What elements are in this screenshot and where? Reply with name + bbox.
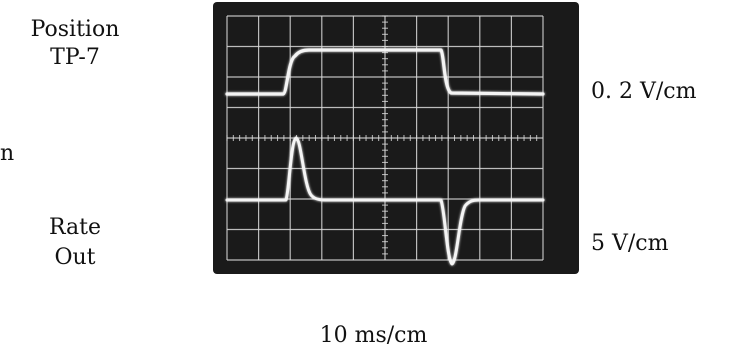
- graticule-grid: [226, 15, 544, 261]
- top-trace-name-line1: Position: [30, 17, 120, 42]
- top-trace-name-line2: TP-7: [50, 45, 100, 70]
- time-scale: 10 ms/cm: [319, 323, 428, 348]
- oscilloscope-screen: [213, 2, 579, 274]
- bottom-trace-scale: 5 V/cm: [591, 231, 669, 256]
- rate-trace: [225, 136, 545, 266]
- partial-left-text: n: [0, 141, 14, 166]
- bottom-trace-name-line1: Rate: [48, 215, 102, 240]
- bottom-trace-name-line2: Out: [54, 245, 96, 270]
- position-trace: [225, 48, 545, 96]
- top-trace-scale: 0. 2 V/cm: [591, 79, 697, 104]
